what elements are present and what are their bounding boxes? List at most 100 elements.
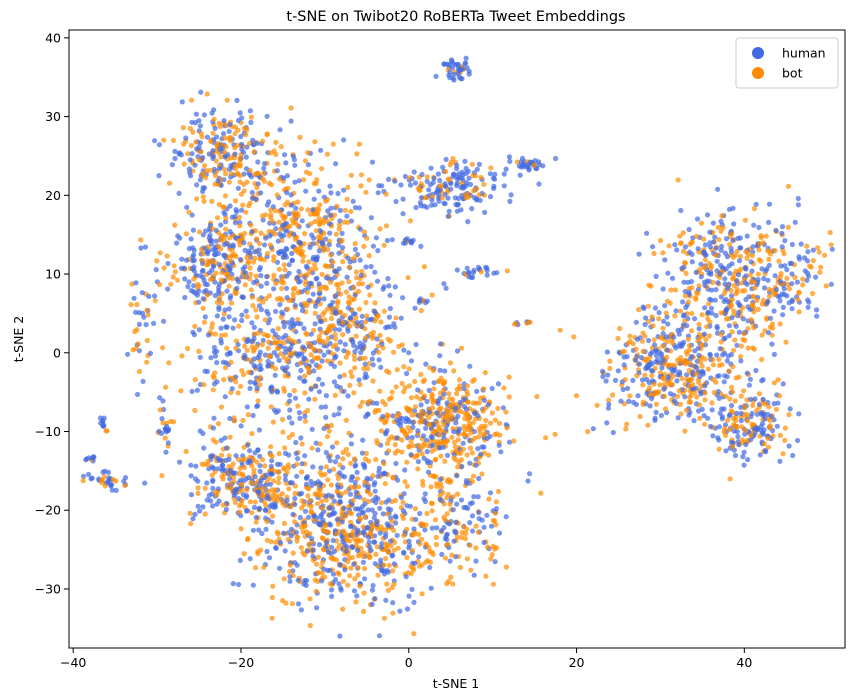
point-bot (204, 292, 210, 298)
point-bot (492, 510, 498, 516)
point-human (440, 164, 446, 170)
point-human (437, 476, 443, 482)
point-bot (301, 301, 307, 307)
point-human (211, 465, 217, 471)
point-bot (252, 255, 258, 261)
point-bot (201, 382, 207, 388)
point-human (284, 173, 290, 179)
point-bot (699, 312, 705, 318)
point-human (796, 411, 802, 417)
point-bot (657, 237, 664, 244)
point-human (686, 412, 692, 418)
point-human (255, 403, 261, 409)
point-human (156, 142, 162, 148)
point-human (766, 262, 772, 268)
point-human (388, 538, 394, 544)
point-bot (351, 352, 357, 358)
point-bot (219, 270, 225, 276)
point-human (467, 501, 473, 507)
point-bot (810, 290, 816, 297)
point-human (328, 190, 334, 196)
point-bot (445, 476, 452, 483)
point-human (437, 367, 443, 373)
point-human (186, 279, 192, 285)
point-bot (702, 390, 708, 396)
point-bot (761, 441, 767, 447)
point-bot (375, 572, 381, 578)
point-human (459, 76, 465, 82)
point-human (227, 121, 233, 128)
point-bot (729, 231, 735, 237)
point-bot (226, 179, 232, 185)
point-human (743, 441, 749, 448)
point-human (708, 297, 714, 303)
point-human (777, 458, 783, 464)
point-human (230, 470, 237, 476)
point-bot (409, 412, 415, 418)
point-human (289, 202, 295, 208)
point-bot (276, 469, 282, 475)
point-bot (224, 345, 230, 351)
point-human (406, 593, 412, 599)
point-bot (325, 306, 331, 312)
point-bot (379, 500, 385, 506)
point-human (197, 123, 203, 129)
point-bot (276, 493, 282, 499)
point-bot (306, 259, 312, 265)
point-bot (308, 221, 314, 227)
point-human (718, 294, 724, 300)
point-bot (272, 490, 278, 496)
point-bot (677, 401, 684, 407)
point-human (435, 400, 441, 406)
point-human (489, 523, 495, 529)
point-bot (440, 414, 446, 420)
point-human (482, 209, 488, 215)
y-tick-label: 0 (53, 345, 61, 360)
point-bot (430, 405, 436, 411)
point-bot (639, 338, 646, 344)
point-bot (217, 237, 224, 243)
point-human (324, 567, 331, 574)
point-human (258, 307, 264, 313)
point-human (376, 633, 383, 639)
point-bot (260, 485, 266, 491)
point-bot (196, 157, 202, 163)
point-human (248, 119, 254, 126)
point-human (643, 366, 649, 372)
point-bot (677, 233, 683, 239)
point-bot (168, 281, 174, 287)
point-human (715, 280, 721, 286)
point-human (140, 378, 146, 384)
point-human (456, 175, 462, 181)
point-human (484, 512, 490, 518)
point-human (353, 462, 359, 468)
point-bot (736, 374, 742, 380)
point-bot (262, 317, 268, 323)
point-human (342, 341, 348, 347)
point-bot (433, 534, 439, 541)
point-human (332, 577, 339, 583)
point-bot (388, 434, 395, 440)
point-human (680, 299, 686, 305)
point-bot (353, 333, 359, 339)
point-human (747, 376, 754, 382)
point-human (409, 240, 415, 246)
point-bot (710, 279, 716, 286)
point-human (300, 344, 306, 350)
point-human (707, 423, 714, 430)
point-bot (240, 235, 246, 241)
point-human (453, 519, 459, 526)
point-human (481, 444, 487, 450)
point-human (292, 302, 298, 308)
point-bot (272, 340, 278, 346)
point-human (276, 357, 282, 363)
point-human (386, 497, 392, 503)
point-bot (571, 334, 577, 340)
point-bot (486, 452, 492, 458)
point-human (653, 359, 659, 365)
point-bot (470, 378, 476, 384)
point-human (722, 276, 728, 282)
point-bot (767, 417, 773, 424)
point-bot (320, 535, 326, 541)
point-bot (205, 244, 211, 250)
